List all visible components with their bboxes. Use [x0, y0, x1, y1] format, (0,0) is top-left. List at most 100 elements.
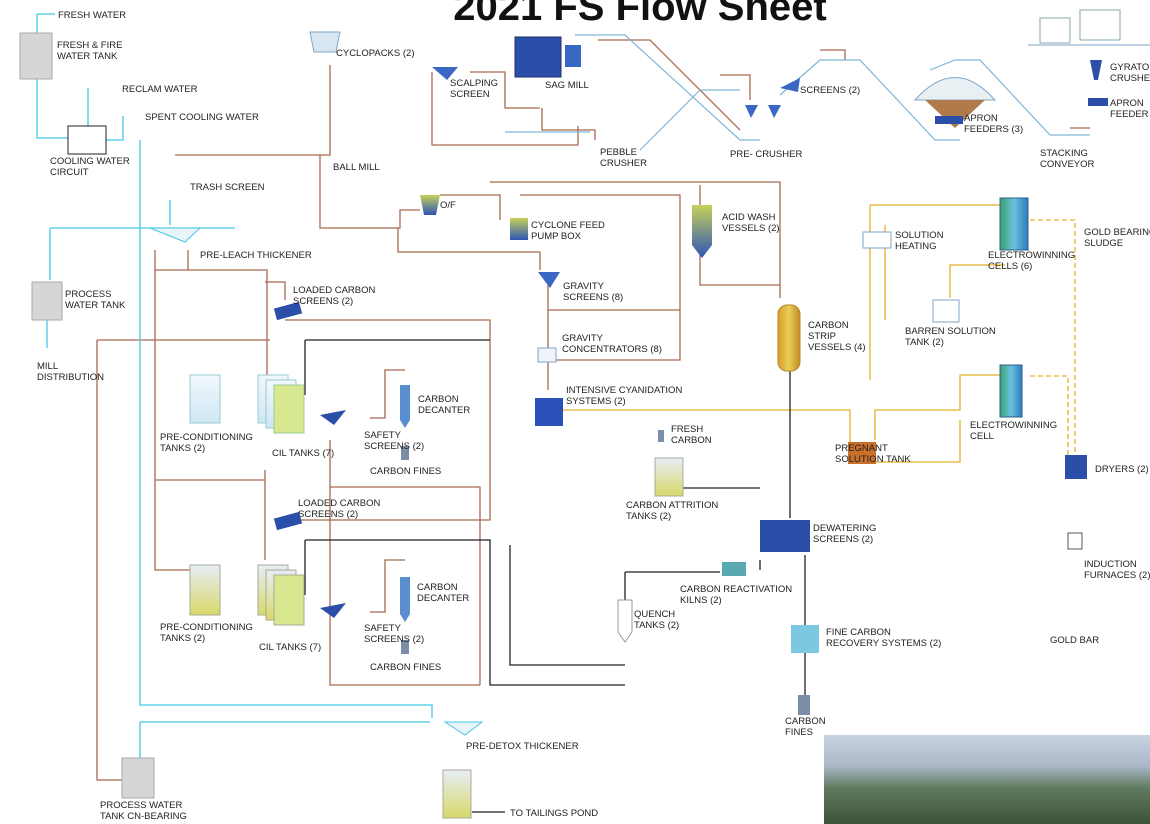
label-line: CARBON — [671, 435, 712, 446]
equipment-rect — [538, 348, 556, 362]
label-line: SYSTEMS (2) — [566, 396, 626, 407]
label-line: GRAVITY — [563, 281, 605, 292]
label-line: ELECTROWINNING — [988, 250, 1075, 261]
equipment-path — [320, 603, 346, 618]
label-line: ACID WASH — [722, 212, 776, 223]
label-line: CARBON — [417, 582, 458, 593]
equipment-label: GRAVITYSCREENS (8) — [563, 281, 623, 303]
equipment-label: PROCESS WATERTANK CN-BEARING — [100, 800, 187, 822]
equipment-label: CARBONSTRIPVESSELS (4) — [808, 320, 866, 353]
equipment-label: CARBON FINES — [370, 466, 441, 477]
label-line: ELECTROWINNING — [970, 420, 1057, 431]
label-line: FRESH — [671, 424, 703, 435]
equipment-rect — [535, 398, 563, 426]
label-line: DRYERS (2) — [1095, 464, 1149, 475]
flow-sheet: 2021 FS Flow Sheet FRESH WATERFRESH & FI… — [0, 0, 1150, 824]
equipment-path — [445, 722, 482, 735]
label-line: CARBON ATTRITION — [626, 500, 718, 511]
equipment-label: CIL TANKS (7) — [272, 448, 334, 459]
label-line: SCREENS (2) — [364, 634, 424, 645]
equipment-rect — [655, 458, 683, 496]
label-line: GRAVITY — [562, 333, 604, 344]
label-line: CRUSHER — [600, 158, 647, 169]
label-line: CARBON — [785, 716, 826, 727]
label-line: PEBBLE — [600, 147, 637, 158]
label-line: TANKS (2) — [626, 511, 671, 522]
brown-slurry-lines-path — [720, 75, 750, 100]
water-lines-path — [106, 116, 123, 140]
label-line: CELLS (6) — [988, 261, 1032, 272]
label-line: SAG MILL — [545, 80, 589, 91]
label-line: CYCLOPACKS (2) — [336, 48, 414, 59]
label-line: CIL TANKS (7) — [259, 642, 321, 653]
label-line: CONVEYOR — [1040, 159, 1095, 170]
equipment-path — [400, 385, 410, 428]
label-line: CARBON FINES — [370, 662, 441, 673]
label-line: SCREENS (2) — [813, 534, 873, 545]
equipment-label: QUENCHTANKS (2) — [634, 609, 679, 631]
label-line: SCREENS (2) — [298, 509, 358, 520]
label-line: DEWATERING — [813, 523, 876, 534]
equipment-rect — [933, 300, 959, 322]
equipment-rect — [760, 520, 810, 552]
equipment-path — [538, 272, 560, 288]
conveyor-lines-path — [640, 90, 740, 150]
equipment-rect — [1000, 365, 1022, 417]
label-line: LOADED CARBON — [298, 498, 380, 509]
label-line: FURNACES (2) — [1084, 570, 1150, 581]
label-line: SOLUTION TANK — [835, 454, 911, 465]
equipment-label: O/F — [440, 200, 456, 211]
equipment-label: PRE-CONDITIONINGTANKS (2) — [160, 622, 253, 644]
equipment-rect — [32, 282, 62, 320]
equipment-label: CYCLOPACKS (2) — [336, 48, 414, 59]
label-line: PROCESS — [65, 289, 111, 300]
equipment-label: CARBON FINES — [370, 662, 441, 673]
equipment-rect — [798, 695, 810, 715]
equipment-path — [745, 105, 758, 118]
label-line: WATER TANK — [65, 300, 126, 311]
equipment-label: PRE-DETOX THICKENER — [466, 741, 579, 752]
equipment-path — [1090, 60, 1102, 80]
label-line: TANKS (2) — [160, 443, 205, 454]
brown-slurry-lines-path — [97, 340, 122, 780]
label-line: PROCESS WATER — [100, 800, 182, 811]
label-line: SPENT COOLING WATER — [145, 112, 259, 123]
brown-slurry-lines-path — [820, 50, 845, 60]
equipment-rect — [68, 126, 106, 154]
label-line: QUENCH — [634, 609, 675, 620]
label-line: GOLD BAR — [1050, 635, 1099, 646]
equipment-rect — [1068, 533, 1082, 549]
equipment-label: RECLAM WATER — [122, 84, 198, 95]
label-line: FEEDER — [1110, 109, 1149, 120]
label-line: TRASH SCREEN — [190, 182, 265, 193]
equipment-label: GOLD BEARINGSLUDGE — [1084, 227, 1150, 249]
label-line: CYCLONE FEED — [531, 220, 605, 231]
equipment-label: APRONFEEDERS (3) — [964, 113, 1023, 135]
equipment-path — [320, 410, 346, 425]
label-line: APRON — [964, 113, 998, 124]
label-line: BARREN SOLUTION — [905, 326, 996, 337]
label-line: VESSELS (2) — [722, 223, 780, 234]
equipment-path — [915, 78, 995, 101]
page-title: 2021 FS Flow Sheet — [453, 0, 826, 29]
equipment-label: APRONFEEDER — [1110, 98, 1149, 120]
equipment-rect — [274, 385, 304, 433]
equipment-label: PRE- CRUSHER — [730, 149, 802, 160]
equipment-label: GYRATORYCRUSHER — [1110, 62, 1150, 84]
equipment-rect — [863, 232, 891, 248]
brown-slurry-lines-path — [542, 108, 595, 140]
equipment-path — [150, 228, 200, 242]
label-line: CIRCUIT — [50, 167, 89, 178]
equipment-rect — [658, 430, 664, 442]
equipment-path — [400, 577, 410, 622]
label-line: SCALPING — [450, 78, 498, 89]
